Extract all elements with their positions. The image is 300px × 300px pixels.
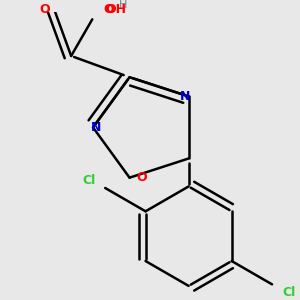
Text: O: O [104, 3, 114, 16]
Text: Cl: Cl [282, 286, 295, 298]
Text: O: O [40, 3, 50, 16]
Text: H: H [119, 0, 128, 10]
Text: N: N [180, 90, 191, 103]
Text: O: O [137, 171, 147, 184]
Text: N: N [91, 121, 101, 134]
Text: OH: OH [105, 3, 126, 16]
Text: Cl: Cl [82, 174, 95, 187]
